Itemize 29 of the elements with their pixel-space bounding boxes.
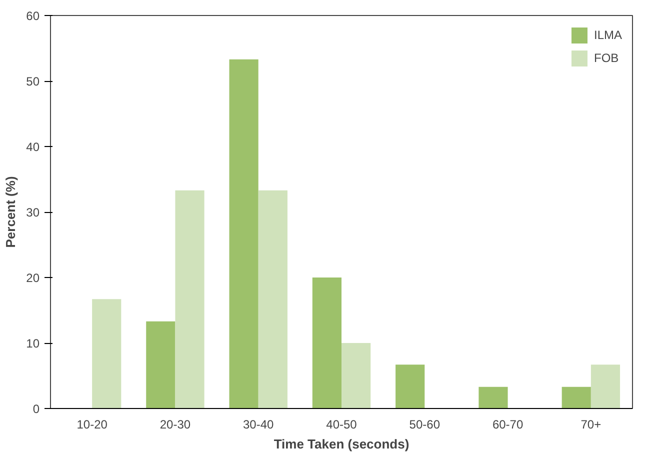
bar bbox=[562, 386, 591, 408]
x-tick-label: 20-30 bbox=[160, 418, 191, 432]
x-tick-label: 10-20 bbox=[76, 418, 108, 432]
bar bbox=[92, 299, 122, 408]
x-tick-label: 40-50 bbox=[326, 418, 358, 432]
bar bbox=[590, 364, 620, 408]
y-axis-title: Percent (%) bbox=[3, 176, 18, 248]
bar bbox=[258, 190, 288, 408]
bar bbox=[229, 59, 258, 408]
legend-label: ILMA bbox=[594, 28, 622, 42]
x-tick-label: 50-60 bbox=[409, 418, 440, 432]
y-tick-label: 60 bbox=[26, 9, 40, 23]
y-tick-label: 30 bbox=[26, 206, 40, 220]
bar bbox=[146, 321, 176, 408]
x-tick-label: 30-40 bbox=[243, 418, 274, 432]
y-tick-label: 10 bbox=[26, 336, 40, 350]
bar bbox=[396, 364, 425, 408]
bar bbox=[175, 190, 204, 408]
y-tick-label: 20 bbox=[26, 271, 40, 285]
y-tick-label: 50 bbox=[26, 74, 40, 88]
bar bbox=[342, 343, 371, 408]
bar bbox=[312, 278, 342, 408]
legend-label: FOB bbox=[594, 51, 619, 65]
bar bbox=[478, 386, 508, 408]
x-tick-label: 60-70 bbox=[492, 418, 524, 432]
y-tick-label: 40 bbox=[26, 140, 40, 154]
y-tick-label: 0 bbox=[32, 402, 40, 416]
x-tick-label: 70+ bbox=[580, 418, 602, 432]
x-axis-title: Time Taken (seconds) bbox=[274, 436, 410, 452]
